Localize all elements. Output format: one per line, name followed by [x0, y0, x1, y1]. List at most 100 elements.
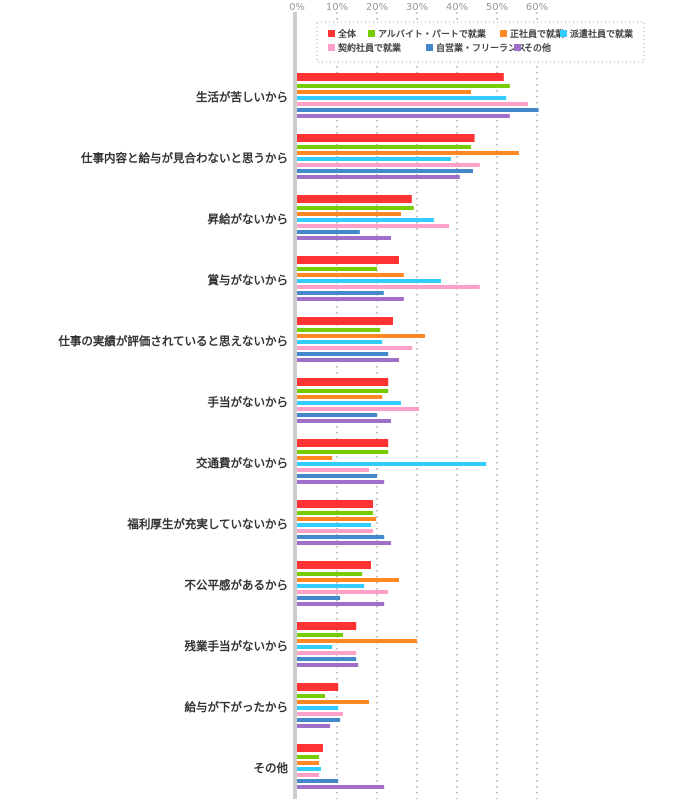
- legend-swatch: [426, 44, 433, 51]
- bar: [297, 462, 487, 466]
- bar: [297, 317, 393, 325]
- bar: [297, 407, 419, 411]
- bar: [297, 291, 384, 295]
- bar: [297, 767, 321, 771]
- bar: [297, 389, 389, 393]
- bar: [297, 596, 341, 600]
- bar: [297, 712, 343, 716]
- bar: [297, 285, 480, 289]
- bar: [297, 584, 365, 588]
- category-labels: 生活が苦しいから仕事内容と給与が見合わないと思うから昇給がないから賞与がないから…: [57, 90, 288, 775]
- bar: [297, 456, 333, 460]
- bar: [297, 645, 333, 649]
- bar: [297, 273, 404, 277]
- bar: [297, 517, 377, 521]
- legend-swatch: [328, 44, 335, 51]
- tick-label: 0%: [289, 2, 305, 13]
- legend-label: 全体: [337, 28, 357, 40]
- bar: [297, 663, 359, 667]
- category-label: その他: [254, 761, 289, 775]
- bar: [297, 358, 399, 362]
- bar: [297, 401, 401, 405]
- legend-swatch: [514, 44, 521, 51]
- bar: [297, 102, 528, 106]
- bar: [297, 419, 391, 423]
- bar: [297, 474, 377, 478]
- bar: [297, 785, 385, 789]
- bar: [297, 694, 325, 698]
- bar: [297, 108, 539, 112]
- bar: [297, 578, 399, 582]
- bar: [297, 511, 373, 515]
- bar: [297, 352, 389, 356]
- tick-label: 10%: [326, 2, 348, 13]
- bar: [297, 163, 480, 167]
- bar: [297, 529, 373, 533]
- category-label: 賞与がないから: [208, 273, 289, 287]
- bar: [297, 700, 369, 704]
- category-label: 給与が下がったから: [185, 700, 289, 714]
- bar: [297, 413, 377, 417]
- bar: [297, 206, 414, 210]
- bar: [297, 706, 339, 710]
- gridlines: [336, 12, 538, 799]
- bar: [297, 267, 377, 271]
- legend-label: 正社員で就業: [510, 28, 565, 40]
- bar: [297, 212, 401, 216]
- bar: [297, 395, 383, 399]
- legend-swatch: [500, 30, 507, 37]
- bar: [297, 230, 360, 234]
- category-label: 交通費がないから: [196, 456, 288, 470]
- category-label: 福利厚生が充実していないから: [126, 517, 288, 531]
- bars: [297, 73, 539, 789]
- bar: [297, 279, 441, 283]
- bar: [297, 773, 319, 777]
- bar: [297, 157, 451, 161]
- bar: [297, 590, 389, 594]
- bar: [297, 633, 343, 637]
- bar: [297, 683, 339, 691]
- bar: [297, 328, 381, 332]
- bar: [297, 480, 385, 484]
- legend-swatch: [560, 30, 567, 37]
- bar: [297, 218, 434, 222]
- bar: [297, 90, 471, 94]
- legend-swatch: [328, 30, 335, 37]
- bar: [297, 175, 460, 179]
- tick-label: 30%: [406, 2, 428, 13]
- bar: [297, 468, 369, 472]
- tick-label: 50%: [486, 2, 508, 13]
- bar: [297, 84, 510, 88]
- category-label: 手当がないから: [208, 395, 289, 409]
- bar: [297, 572, 363, 576]
- bar: [297, 602, 385, 606]
- bar: [297, 439, 389, 447]
- category-label: 不公平感があるから: [185, 578, 289, 592]
- bar: [297, 622, 357, 630]
- bar: [297, 114, 510, 118]
- category-label: 昇給がないから: [208, 212, 289, 226]
- bar: [297, 195, 412, 203]
- tick-label: 60%: [526, 2, 548, 13]
- legend-label: その他: [524, 42, 551, 54]
- category-label: 仕事内容と給与が見合わないと思うから: [80, 151, 288, 165]
- bar: [297, 779, 339, 783]
- bar: [297, 346, 413, 350]
- tick-label: 40%: [446, 2, 468, 13]
- bar: [297, 334, 425, 338]
- bar: [297, 744, 323, 752]
- bar: [297, 340, 383, 344]
- bar: [297, 297, 404, 301]
- bar: [297, 256, 399, 264]
- bar: [297, 151, 519, 155]
- bar: [297, 73, 504, 81]
- bar: [297, 523, 371, 527]
- bar: [297, 755, 319, 759]
- bar: [297, 236, 391, 240]
- bar: [297, 535, 385, 539]
- x-axis-ticks: 0% 10% 20% 30% 40% 50% 60%: [289, 2, 548, 13]
- bar: [297, 169, 473, 173]
- bar: [297, 450, 389, 454]
